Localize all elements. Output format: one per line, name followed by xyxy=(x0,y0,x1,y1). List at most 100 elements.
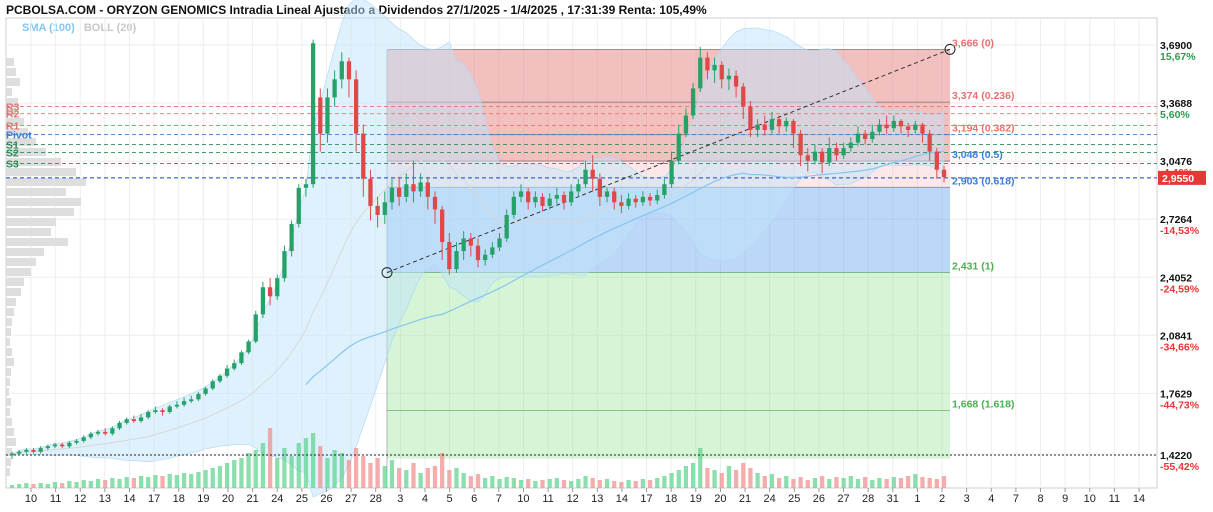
x-tick-label: 14 xyxy=(1133,493,1145,505)
volume-profile-bar xyxy=(6,198,81,206)
candle-body xyxy=(655,195,660,201)
candle xyxy=(741,82,746,120)
candle-body xyxy=(103,431,108,434)
candle xyxy=(913,120,918,134)
candle-body xyxy=(647,196,653,201)
candle xyxy=(683,108,689,138)
candle-body xyxy=(863,133,868,140)
candle-body xyxy=(533,196,538,203)
candle-body xyxy=(52,444,58,447)
candle-body xyxy=(117,422,122,429)
candle xyxy=(260,281,266,318)
volume-bar xyxy=(934,479,939,488)
candle xyxy=(203,386,208,396)
volume-bar xyxy=(167,474,172,488)
x-tick-label: 3 xyxy=(397,493,403,505)
candle xyxy=(475,238,481,268)
x-tick-label: 18 xyxy=(173,493,185,505)
volume-profile-bar xyxy=(6,308,14,316)
candle xyxy=(95,430,101,436)
volume-bar xyxy=(310,433,316,488)
candle-body xyxy=(454,251,459,270)
volume-profile-bar xyxy=(6,248,44,256)
candle xyxy=(633,195,638,208)
volume-profile-bar xyxy=(6,168,76,176)
volume-bar xyxy=(346,460,352,488)
volume-bar xyxy=(819,476,825,488)
volume-bar xyxy=(425,468,430,488)
volume-bar xyxy=(432,466,438,488)
candle-body xyxy=(741,86,746,107)
candle-body xyxy=(461,238,466,252)
volume-bar xyxy=(640,479,646,488)
volume-bar xyxy=(275,458,280,488)
candle xyxy=(526,187,531,210)
volume-profile-bar xyxy=(6,468,10,476)
volume-bar xyxy=(726,466,732,488)
x-tick-label: 26 xyxy=(320,493,332,505)
candle xyxy=(339,52,344,89)
x-tick-label: 20 xyxy=(222,493,234,505)
candle-body xyxy=(791,120,796,134)
candle xyxy=(841,142,846,159)
volume-bar xyxy=(397,468,402,488)
candle-body xyxy=(239,352,244,364)
candle-body xyxy=(870,131,875,140)
trend-anchor-end xyxy=(944,43,956,55)
candle-body xyxy=(95,431,101,434)
candle-body xyxy=(217,375,223,382)
volume-profile-bar xyxy=(6,98,18,106)
volume-bar xyxy=(855,479,861,488)
legend-sma[interactable]: SMA (100) xyxy=(22,22,75,34)
volume-profile-bar xyxy=(6,458,11,466)
volume-bar xyxy=(454,468,459,488)
volume-bar xyxy=(597,480,603,488)
x-tick-label: 17 xyxy=(148,493,160,505)
volume-bar xyxy=(153,475,158,488)
volume-bar xyxy=(762,476,767,488)
legend-boll[interactable]: BOLL (20) xyxy=(83,22,137,34)
candle-body xyxy=(196,393,201,400)
volume-bar xyxy=(24,483,29,488)
candle-body xyxy=(440,209,445,243)
candle-body xyxy=(267,287,273,297)
candle xyxy=(748,101,753,138)
volume-bar xyxy=(67,481,72,488)
volume-bar xyxy=(884,479,889,488)
volume-bar xyxy=(927,478,932,488)
candle xyxy=(490,242,495,259)
candle-body xyxy=(526,191,531,203)
candle xyxy=(791,119,796,149)
candle xyxy=(576,178,581,197)
x-tick-label: 11 xyxy=(50,493,61,505)
candle xyxy=(60,442,65,449)
volume-bar xyxy=(669,473,674,488)
volume-bar xyxy=(375,458,380,488)
volume-bar xyxy=(131,478,137,488)
trend-line xyxy=(386,48,951,274)
candle-body xyxy=(518,191,524,197)
candle xyxy=(612,187,617,210)
candle-body xyxy=(819,151,825,163)
candle-body xyxy=(67,442,72,447)
volume-bar xyxy=(103,480,108,488)
volume-bar xyxy=(318,446,323,488)
candle xyxy=(834,142,839,161)
candle xyxy=(332,70,337,107)
volume-bar xyxy=(941,476,947,488)
volume-profile-bar xyxy=(6,418,12,426)
candle-body xyxy=(131,419,137,422)
candle xyxy=(561,191,567,210)
y-tick-percent: -44,73% xyxy=(1160,399,1200,411)
volume-bar xyxy=(576,479,581,488)
candle xyxy=(647,193,653,206)
volume-profile-bar xyxy=(6,128,28,136)
candle xyxy=(755,119,760,138)
candle xyxy=(31,448,36,454)
candle xyxy=(927,129,932,161)
x-tick-label: 10 xyxy=(517,493,529,505)
candle xyxy=(454,242,459,273)
volume-bar xyxy=(891,477,896,488)
candle-body xyxy=(855,133,861,143)
